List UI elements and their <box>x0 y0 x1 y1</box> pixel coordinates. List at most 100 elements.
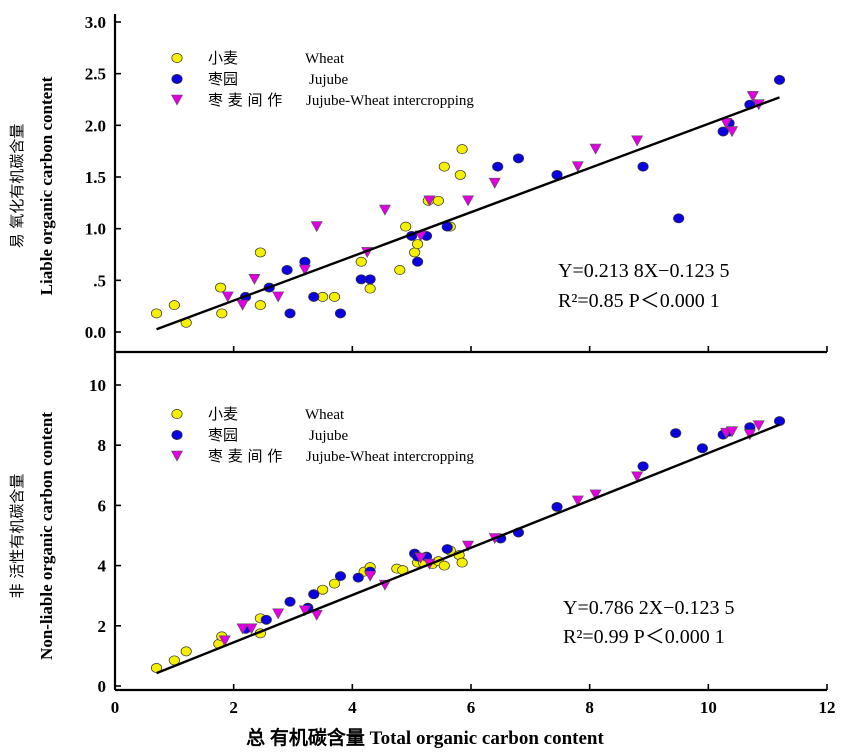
panel-bottom-nonliable: 0 2 4 6 8 10 小麦 Wheat 枣园 Jujube 枣 麦 间 作 Jujube-Whe… <box>8 352 786 696</box>
legend-marker <box>171 430 183 440</box>
legend-label-cn: 小麦 <box>208 49 238 67</box>
data-point-circle <box>438 560 450 571</box>
data-point-triangle-down <box>589 489 602 501</box>
data-point-circle <box>355 256 367 267</box>
legend-label-cn: 枣 麦 间 作 <box>208 447 282 465</box>
y-tick-label: 6 <box>98 496 107 515</box>
data-point-triangle-down <box>221 291 234 303</box>
data-point-circle <box>454 169 466 180</box>
legend-marker <box>171 74 183 84</box>
y-tick-label: 2.5 <box>85 65 106 84</box>
legend-label-en: Jujube-Wheat intercropping <box>306 449 474 465</box>
data-point-triangle-down <box>248 274 261 285</box>
x-tick-label: 10 <box>700 698 717 717</box>
data-point-circle <box>352 572 364 583</box>
data-point-circle <box>394 265 406 275</box>
data-point-circle <box>317 584 329 595</box>
data-point-circle <box>328 291 341 302</box>
bottom-regression-line <box>156 423 780 675</box>
top-regression-line <box>156 96 780 331</box>
data-point-circle <box>670 428 682 439</box>
y-tick-label: 3.0 <box>85 13 106 32</box>
data-point-circle <box>456 557 468 568</box>
y-tick-label: 1.5 <box>85 168 106 187</box>
data-point-circle <box>281 265 293 275</box>
data-point-triangle-down <box>378 204 391 216</box>
bottom-ylabel-cn: 非 活性有机碳含量 <box>8 474 26 599</box>
legend-label-en: Wheat <box>305 407 345 423</box>
data-point-triangle-down <box>310 221 323 233</box>
y-tick-label: 0.0 <box>85 323 106 342</box>
top-axes: 0.0 .5 1.0 1.5 2.0 2.5 3.0 <box>85 13 121 352</box>
data-point-triangle-down <box>462 195 475 207</box>
data-point-triangle-down <box>272 291 285 303</box>
y-tick-label: 0 <box>98 677 107 696</box>
y-tick-label: 1.0 <box>85 220 106 239</box>
data-point-triangle-down <box>746 91 759 103</box>
data-point-circle <box>284 308 296 319</box>
x-tick-label: 6 <box>467 698 476 717</box>
data-point-circle <box>696 443 708 454</box>
data-point-circle <box>284 596 296 607</box>
data-point-circle <box>364 283 376 294</box>
data-point-circle <box>254 247 266 258</box>
data-point-triangle-down <box>631 471 644 483</box>
data-point-circle <box>717 126 729 137</box>
panel-top-liable: 0.0 .5 1.0 1.5 2.0 2.5 3.0 小麦 Wheat 枣园 Jujube 枣 麦 … <box>8 13 786 352</box>
legend-label-en: Jujube <box>309 72 349 88</box>
legend-label-cn: 枣 麦 间 作 <box>208 91 282 109</box>
data-point-circle <box>215 282 227 293</box>
x-axis: 0 2 4 6 8 10 12 <box>111 346 836 717</box>
top-r2-p: R²=0.85 P＜0.000 1 <box>558 290 720 312</box>
y-tick-label: 10 <box>89 376 106 395</box>
data-point-circle <box>492 161 504 172</box>
data-point-triangle-down <box>236 299 249 311</box>
data-point-triangle-down <box>488 177 501 189</box>
data-point-triangle-down <box>298 264 311 276</box>
data-point-triangle-down <box>423 195 436 207</box>
data-point-circle <box>150 308 163 319</box>
data-point-triangle-down <box>462 540 475 552</box>
x-tick-label: 8 <box>585 698 594 717</box>
y-tick-label: 2.0 <box>85 116 106 135</box>
data-point-circle <box>328 578 341 589</box>
data-point-triangle-down <box>631 135 644 147</box>
data-point-triangle-down <box>752 420 765 432</box>
legend-marker <box>171 53 183 63</box>
y-tick-label: 4 <box>98 557 107 576</box>
data-point-circle <box>637 461 649 472</box>
x-tick-label: 4 <box>348 698 357 717</box>
x-tick-label: 0 <box>111 698 120 717</box>
data-point-circle <box>260 614 272 625</box>
legend-marker <box>170 450 184 462</box>
bottom-axes: 0 2 4 6 8 10 <box>89 352 121 696</box>
data-point-circle <box>400 221 412 232</box>
data-point-circle <box>168 300 180 311</box>
legend-label-cn: 枣园 <box>208 70 238 88</box>
data-point-circle <box>412 239 424 250</box>
y-tick-label: 8 <box>98 436 107 455</box>
data-point-circle <box>456 144 468 155</box>
bottom-ylabel-en: Non-liable organic carbon content <box>37 412 56 660</box>
legend-label-en: Jujube-Wheat intercropping <box>306 93 474 109</box>
data-point-circle <box>334 571 347 582</box>
data-point-triangle-down <box>236 623 249 635</box>
data-point-circle <box>438 161 450 172</box>
legend-marker <box>171 409 183 419</box>
data-point-triangle-down <box>726 126 739 138</box>
data-point-triangle-down <box>272 608 285 620</box>
bottom-r2-p: R²=0.99 P＜0.000 1 <box>563 626 725 648</box>
bottom-data-points <box>150 416 786 673</box>
data-point-triangle-down <box>298 605 311 617</box>
bottom-equation: Y=0.786 2X−0.123 5 <box>563 597 734 619</box>
legend-label-en: Wheat <box>305 51 345 67</box>
top-legend: 小麦 Wheat 枣园 Jujube 枣 麦 间 作 Jujube-Wheat inter… <box>170 49 474 109</box>
data-point-circle <box>673 213 685 224</box>
data-point-circle <box>773 416 786 427</box>
legend-marker <box>170 94 184 106</box>
top-ylabel-cn: 易 氧化有机碳含量 <box>8 124 26 249</box>
data-point-triangle-down <box>414 552 427 564</box>
data-point-circle <box>551 501 563 512</box>
y-tick-label: .5 <box>93 271 106 290</box>
